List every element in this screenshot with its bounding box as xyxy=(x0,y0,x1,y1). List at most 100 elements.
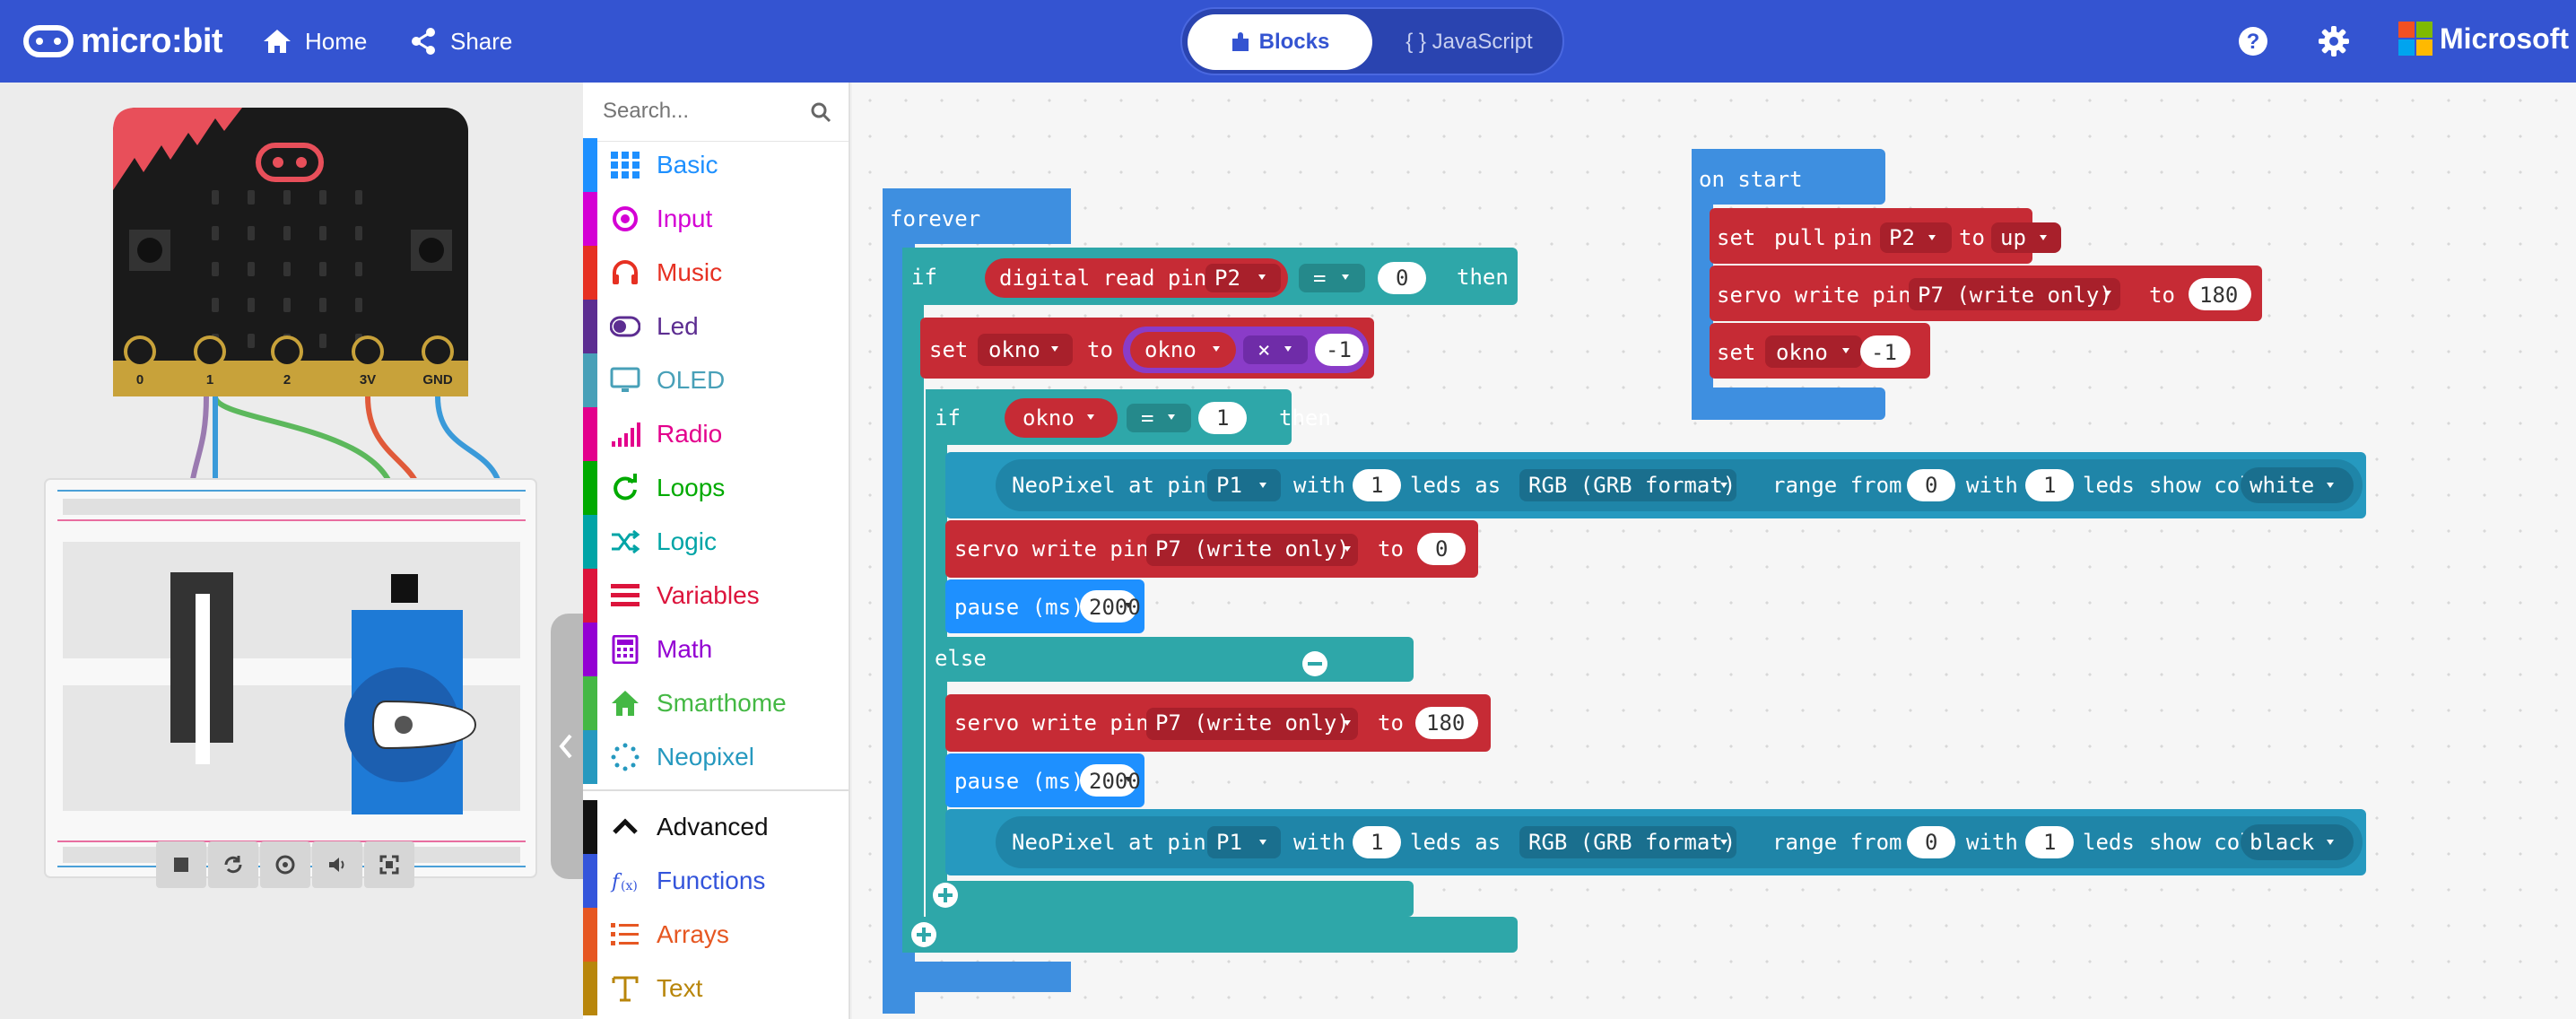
pause-block-2[interactable]: pause (ms) 2000 xyxy=(945,753,1144,807)
servo-angle-180[interactable] xyxy=(1415,707,1478,739)
add-else-if-button[interactable] xyxy=(933,883,958,908)
ring-dots-icon xyxy=(611,743,640,771)
servo-write-block-0[interactable]: servo write pin P7 (write only) to 0 xyxy=(945,520,1478,578)
neopixel-format-dropdown-2[interactable] xyxy=(1519,826,1736,858)
compare-op-label-2: = xyxy=(1141,405,1153,431)
category-math[interactable]: Math xyxy=(583,623,849,676)
category-neopixel[interactable]: Neopixel xyxy=(583,730,849,784)
button-a[interactable] xyxy=(129,230,170,271)
neopixel-from-1[interactable] xyxy=(1907,469,1955,501)
headphones-icon xyxy=(613,260,638,284)
number-input-0[interactable] xyxy=(1378,262,1426,294)
pin-dropdown-p2-label: P2 xyxy=(1214,266,1240,291)
category-logic[interactable]: Logic xyxy=(583,515,849,569)
neopixel-count-2[interactable] xyxy=(1353,826,1401,858)
variable-okno-condition[interactable] xyxy=(1005,398,1118,438)
pull-to-label: to xyxy=(1959,225,1985,250)
category-advanced[interactable]: Advanced xyxy=(583,800,849,854)
category-smarthome[interactable]: Smarthome xyxy=(583,676,849,730)
category-oled-label: OLED xyxy=(657,366,726,394)
servo-angle-0[interactable] xyxy=(1417,533,1466,565)
set-pull-block[interactable]: set pull pin P2 to up xyxy=(1710,208,2061,264)
category-led[interactable]: Led xyxy=(583,300,849,353)
neopixel-count-1[interactable] xyxy=(1353,469,1401,501)
servo-pin-dropdown-1[interactable] xyxy=(1146,534,1358,566)
on-start-block[interactable]: on start xyxy=(1692,149,1885,420)
start-servo-pin-dropdown[interactable] xyxy=(1909,278,2120,310)
category-arrays[interactable]: Arrays xyxy=(583,908,849,962)
remove-else-button[interactable] xyxy=(1302,651,1327,676)
neopixel-pin-dropdown-2[interactable] xyxy=(1207,826,1281,858)
blocks-workspace[interactable]: forever if digital read pin P2 = 0 then … xyxy=(852,83,2576,1019)
variable-okno-reporter[interactable] xyxy=(1130,332,1236,368)
search-icon[interactable] xyxy=(809,100,832,124)
neopixel-count2-1[interactable] xyxy=(2025,469,2074,501)
category-music[interactable]: Music xyxy=(583,246,849,300)
number-input-1[interactable] xyxy=(1198,402,1247,434)
compare-op-dropdown-2[interactable] xyxy=(1127,404,1191,432)
mute-button[interactable] xyxy=(312,841,362,888)
add-if-branch-button[interactable] xyxy=(911,922,936,947)
fullscreen-button[interactable] xyxy=(364,841,414,888)
tab-javascript[interactable]: { } JavaScript xyxy=(1379,14,1559,70)
help-icon[interactable]: ? xyxy=(2237,25,2269,57)
search-input[interactable] xyxy=(603,95,800,127)
category-functions[interactable]: f (x) Functions xyxy=(583,854,849,908)
home-label: Home xyxy=(305,27,368,55)
start-variable-dropdown[interactable] xyxy=(1765,335,1862,368)
pull-mode-dropdown[interactable] xyxy=(1991,222,2061,253)
servo-write-block-start[interactable]: servo write pin P7 (write only) to 180 xyxy=(1710,266,2262,321)
microsoft-brand[interactable]: Microsoft xyxy=(2398,22,2569,56)
restart-button[interactable] xyxy=(208,841,258,888)
digital-read-block[interactable]: digital read pin P2 xyxy=(985,258,1288,298)
neopixel-format-dropdown-1[interactable] xyxy=(1519,469,1736,501)
neopixel-pin-dropdown-1[interactable] xyxy=(1207,469,1281,501)
button-b[interactable] xyxy=(411,230,452,271)
pause-duration-1[interactable] xyxy=(1080,590,1137,623)
neopixel-from-2[interactable] xyxy=(1907,826,1955,858)
category-loops[interactable]: Loops xyxy=(583,461,849,515)
color-dropdown-white[interactable] xyxy=(2241,467,2354,503)
category-radio[interactable]: Radio xyxy=(583,407,849,461)
pin-dropdown-p2[interactable] xyxy=(1205,264,1281,292)
signal-bars-icon xyxy=(612,422,640,447)
neopixel-range-2: range from xyxy=(1772,830,1902,855)
multiply-op-dropdown[interactable] xyxy=(1243,335,1308,364)
set-variable-block[interactable]: set okno to okno × -1 xyxy=(920,318,1374,379)
share-button[interactable]: Share xyxy=(409,23,512,59)
home-button[interactable]: Home xyxy=(262,23,367,59)
grid-icon xyxy=(611,152,640,179)
category-oled[interactable]: OLED xyxy=(583,353,849,407)
pause-block-1[interactable]: pause (ms) 2000 xyxy=(945,579,1144,633)
servo-pin-dropdown-2[interactable] xyxy=(1146,708,1358,740)
category-basic[interactable]: Basic xyxy=(583,138,849,192)
category-advanced-label: Advanced xyxy=(657,813,769,840)
color-dropdown-black[interactable] xyxy=(2241,824,2354,860)
category-variables[interactable]: Variables xyxy=(583,569,849,623)
neopixel-label-2: NeoPixel at pin xyxy=(1012,830,1206,855)
simulator-board[interactable]: 0 1 2 3V GND xyxy=(0,83,583,1019)
category-text[interactable]: Text xyxy=(583,962,849,1015)
collapse-simulator-button[interactable] xyxy=(551,614,583,879)
microbit-logo[interactable]: micro:bit xyxy=(23,22,223,61)
gear-icon[interactable] xyxy=(2318,25,2350,57)
neopixel-block-white[interactable]: NeoPixel at pin P1 with 1 leds as RGB (G… xyxy=(945,452,2366,518)
tab-blocks[interactable]: Blocks xyxy=(1188,14,1372,70)
pause-duration-2[interactable] xyxy=(1080,764,1137,797)
servo-write-block-180[interactable]: servo write pin P7 (write only) to 180 xyxy=(945,694,1491,752)
category-input[interactable]: Input xyxy=(583,192,849,246)
neopixel-block-black[interactable]: NeoPixel at pin P1 with 1 leds as RGB (G… xyxy=(945,809,2366,875)
compare-op-dropdown[interactable] xyxy=(1299,264,1365,292)
slowmo-button[interactable] xyxy=(260,841,310,888)
start-value-input[interactable] xyxy=(1860,335,1910,368)
set-okno-start-block[interactable]: set okno to -1 xyxy=(1710,323,1930,379)
variable-dropdown-okno[interactable] xyxy=(978,334,1073,366)
neopixel-count2-2[interactable] xyxy=(2025,826,2074,858)
number-input-neg1[interactable] xyxy=(1315,334,1363,366)
if-block-outer[interactable]: if digital read pin P2 = 0 then xyxy=(902,248,1518,953)
servo-angle-180-label: 180 xyxy=(1426,710,1465,736)
stop-button[interactable] xyxy=(156,841,206,888)
pull-pin-dropdown[interactable] xyxy=(1880,222,1952,253)
if-else-block[interactable]: if okno = 1 then else xyxy=(926,389,1414,928)
start-servo-angle[interactable] xyxy=(2189,278,2251,310)
